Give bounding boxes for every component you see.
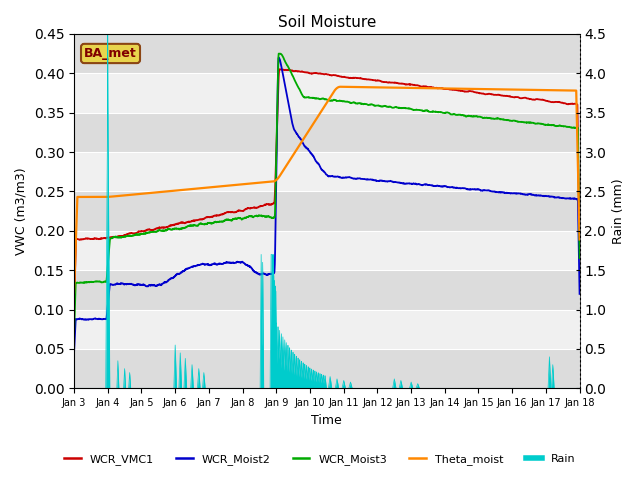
Bar bbox=[74, 231, 580, 270]
Bar bbox=[74, 152, 580, 192]
Y-axis label: VWC (m3/m3): VWC (m3/m3) bbox=[15, 168, 28, 255]
Bar bbox=[74, 310, 580, 349]
Bar bbox=[74, 113, 580, 152]
Title: Soil Moisture: Soil Moisture bbox=[278, 15, 376, 30]
X-axis label: Time: Time bbox=[312, 414, 342, 427]
Legend: WCR_VMC1, WCR_Moist2, WCR_Moist3, Theta_moist, Rain: WCR_VMC1, WCR_Moist2, WCR_Moist3, Theta_… bbox=[60, 450, 580, 469]
Bar bbox=[74, 349, 580, 388]
Bar bbox=[74, 270, 580, 310]
Bar bbox=[74, 192, 580, 231]
Bar bbox=[74, 34, 580, 73]
Text: BA_met: BA_met bbox=[84, 47, 137, 60]
Y-axis label: Rain (mm): Rain (mm) bbox=[612, 179, 625, 244]
Bar bbox=[74, 73, 580, 113]
